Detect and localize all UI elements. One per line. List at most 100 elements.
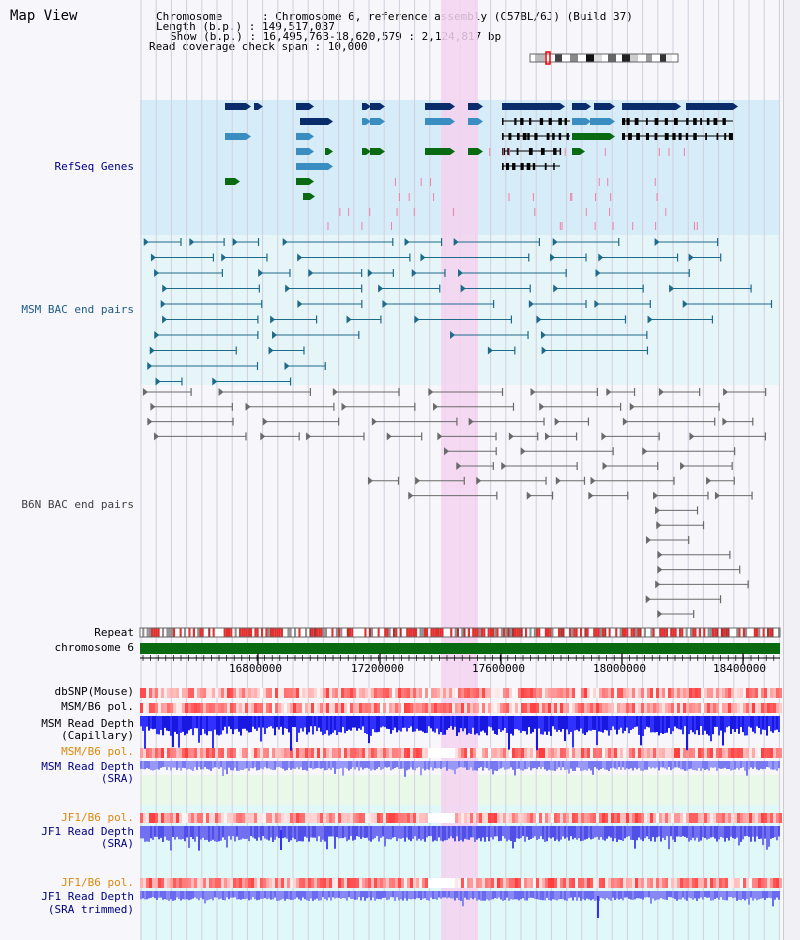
read-depth-bar (706, 891, 708, 898)
repeat-segment (434, 628, 437, 637)
heat-cell (419, 703, 422, 713)
read-depth-bar (746, 716, 748, 736)
heat-cell (734, 878, 737, 888)
heat-cell (689, 703, 692, 713)
read-depth-bar (662, 826, 664, 838)
heat-cell (434, 688, 437, 698)
read-depth-bar (556, 826, 558, 840)
heat-cell (752, 703, 755, 713)
read-depth-bar (264, 826, 266, 839)
heat-cell (566, 878, 569, 888)
gene-block (468, 118, 478, 125)
gene-block (296, 163, 328, 170)
repeat-segment (263, 628, 266, 637)
heat-cell (356, 878, 359, 888)
read-depth-bar (366, 891, 368, 899)
heat-cell (464, 703, 467, 713)
heat-cell (437, 878, 440, 888)
read-depth-bar (544, 826, 546, 842)
read-depth-bar (260, 891, 262, 899)
read-depth-bar (226, 891, 228, 898)
refseq-genes-label[interactable]: RefSeq Genes (54, 160, 134, 173)
repeat-segment (241, 628, 244, 637)
gene-block (468, 103, 478, 110)
read-depth-bar (654, 891, 656, 901)
b6n-bac-end-pairs-label[interactable]: B6N BAC end pairs (21, 498, 134, 511)
repeat-segment (296, 628, 299, 637)
read-depth-bar (426, 891, 428, 901)
read-depth-bar (262, 761, 264, 770)
read-depth-bar (270, 761, 272, 770)
heat-cell (356, 703, 359, 713)
heat-cell (200, 813, 203, 823)
read-depth-bar (618, 826, 620, 840)
read-depth-bar (302, 826, 304, 842)
heat-cell (668, 748, 671, 758)
repeat-segment (384, 628, 387, 637)
repeat-segment (285, 628, 288, 637)
read-depth-bar (698, 891, 700, 899)
heat-cell (326, 748, 329, 758)
repeat-segment (681, 628, 684, 637)
read-depth-bar (632, 761, 634, 771)
heat-cell (569, 813, 572, 823)
read-depth-bar (260, 716, 262, 742)
read-depth-bar (692, 891, 694, 900)
read-depth-bar (406, 761, 408, 771)
read-depth-bar (240, 716, 242, 736)
repeat-segment (456, 628, 459, 637)
heat-cell (686, 813, 689, 823)
gene-block (425, 148, 450, 155)
read-depth-bar (408, 891, 410, 899)
vertical-scrollbar[interactable] (783, 0, 800, 940)
heat-cell (290, 878, 293, 888)
read-depth-bar (580, 761, 582, 771)
read-depth-bar (188, 826, 190, 848)
heat-cell (701, 688, 704, 698)
heat-cell (284, 878, 287, 888)
heat-cell (749, 878, 752, 888)
repeat-segment (184, 628, 187, 637)
heat-cell (254, 813, 257, 823)
read-depth-bar (542, 891, 544, 901)
repeat-segment (316, 628, 319, 637)
heat-cell (596, 748, 599, 758)
read-depth-bar (594, 891, 596, 901)
repeat-segment (586, 628, 589, 637)
heat-cell (173, 878, 176, 888)
read-depth-bar (388, 761, 390, 768)
repeat-segment (320, 628, 323, 637)
read-depth-bar (310, 716, 312, 727)
msm-bac-end-pairs-label[interactable]: MSM BAC end pairs (21, 303, 134, 316)
heat-cell (479, 703, 482, 713)
heat-cell (539, 703, 542, 713)
gene-arrow (246, 133, 251, 140)
read-depth-bar (778, 826, 780, 837)
read-depth-bar (200, 826, 202, 840)
heat-cell (659, 688, 662, 698)
chromosome-key: Chromosome (156, 10, 223, 23)
read-depth-bar (700, 826, 702, 841)
heat-cell (527, 878, 530, 888)
read-depth-bar (178, 891, 180, 899)
repeat-segment (353, 628, 356, 637)
repeat-segment (219, 628, 222, 637)
read-depth-bar (356, 761, 358, 768)
heat-cell (347, 703, 350, 713)
heat-cell (344, 688, 347, 698)
repeat-segment (749, 628, 752, 637)
read-depth-bar (768, 761, 770, 768)
ideogram-band (530, 54, 535, 62)
bac-end-marker (444, 447, 450, 456)
heat-cell (587, 703, 590, 713)
heat-cell (740, 703, 743, 713)
heat-cell (533, 703, 536, 713)
heat-cell (209, 748, 212, 758)
heat-cell (461, 688, 464, 698)
read-depth-bar (656, 761, 658, 768)
heat-cell (635, 703, 638, 713)
heat-cell (527, 688, 530, 698)
heat-cell (737, 748, 740, 758)
read-depth-bar (366, 716, 368, 735)
read-depth-bar (162, 761, 164, 768)
